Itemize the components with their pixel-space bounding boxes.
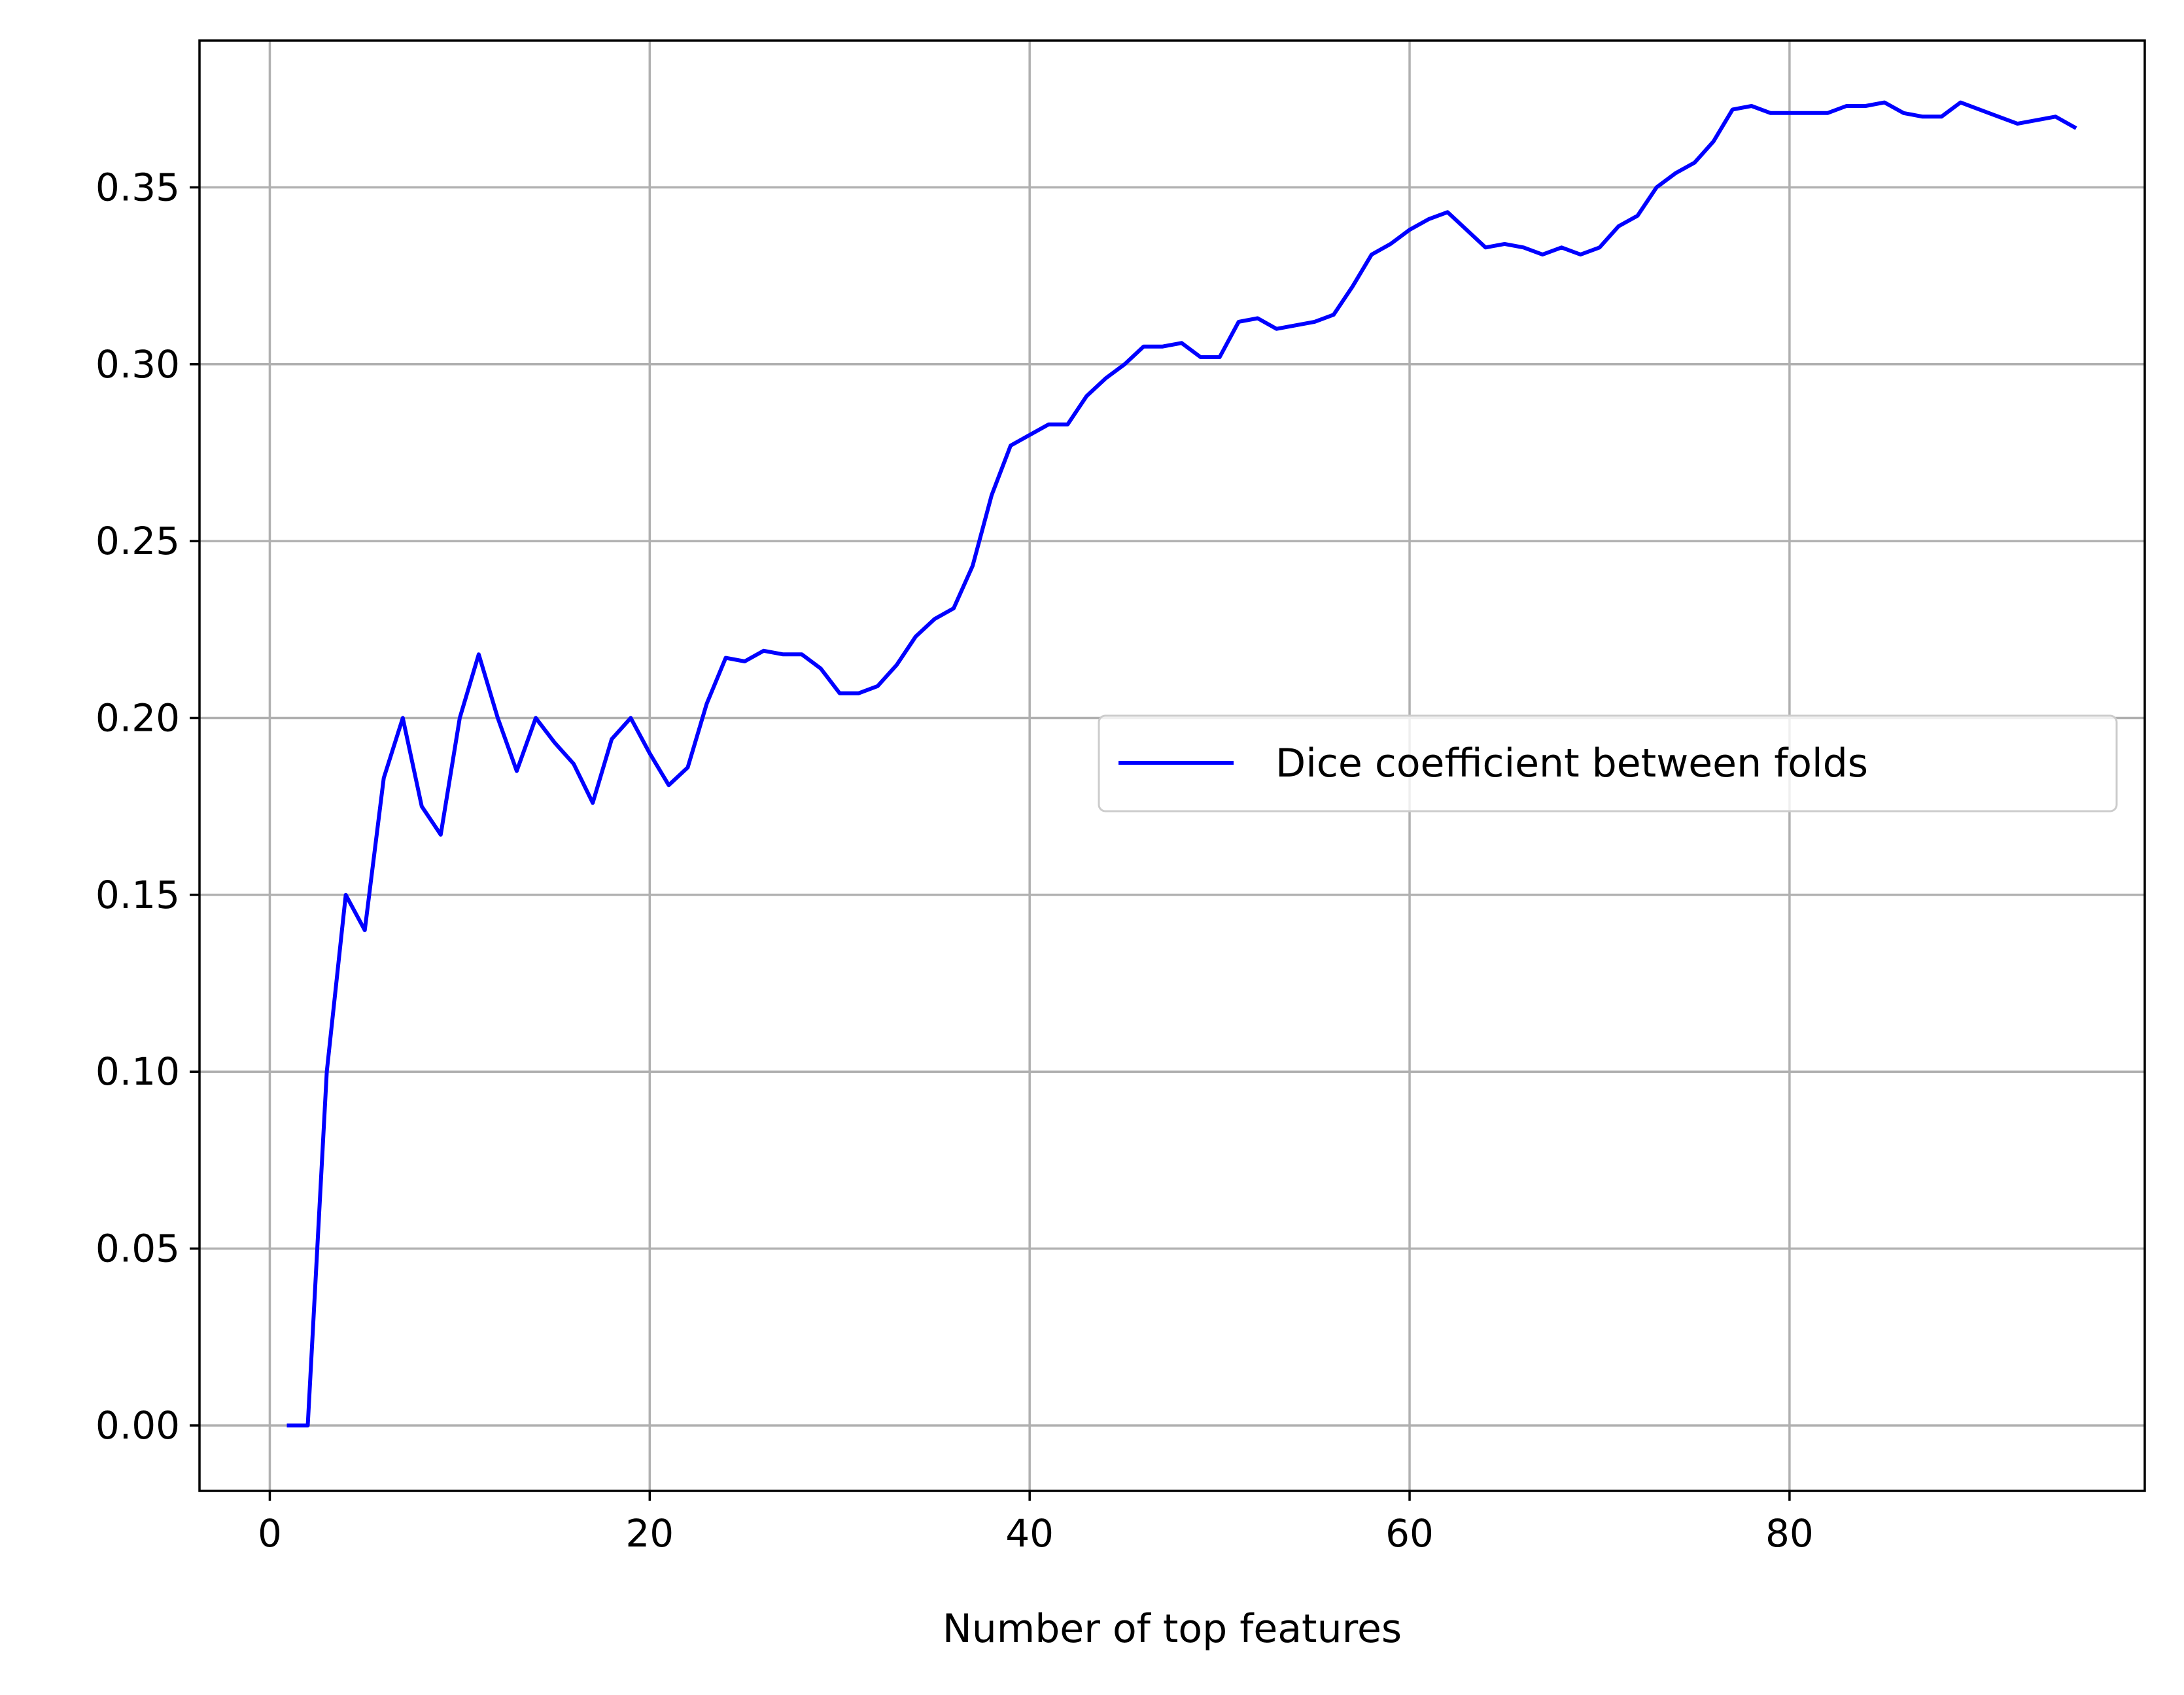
y-tick-label: 0.10 (95, 1049, 180, 1094)
legend-entry-label: Dice coefficient between folds (1275, 741, 1868, 786)
y-tick-label: 0.00 (95, 1403, 180, 1448)
y-axis-ticks: 0.00 0.05 0.10 0.15 0.20 0.25 0.30 0.35 (95, 165, 199, 1448)
series-layer (286, 100, 2077, 1427)
x-axis-ticks: 0 20 40 60 80 (258, 1491, 1814, 1556)
y-tick-label: 0.25 (95, 519, 180, 563)
legend-box (1098, 714, 2118, 813)
y-tick-label: 0.15 (95, 873, 180, 917)
x-tick-label: 40 (1005, 1511, 1054, 1556)
series-line (286, 100, 2077, 1427)
y-tick-label: 0.35 (95, 165, 180, 209)
x-tick-label: 0 (258, 1511, 282, 1556)
x-tick-label: 60 (1385, 1511, 1434, 1556)
y-tick-label: 0.05 (95, 1227, 180, 1271)
y-tick-label: 0.30 (95, 342, 180, 387)
plot-frame (198, 39, 2146, 1492)
y-tick-label: 0.20 (95, 696, 180, 741)
legend: Dice coefficient between folds (1098, 714, 2118, 813)
x-axis-label: Number of top features (943, 1606, 1402, 1652)
x-tick-label: 80 (1765, 1511, 1814, 1556)
x-tick-label: 20 (625, 1511, 674, 1556)
